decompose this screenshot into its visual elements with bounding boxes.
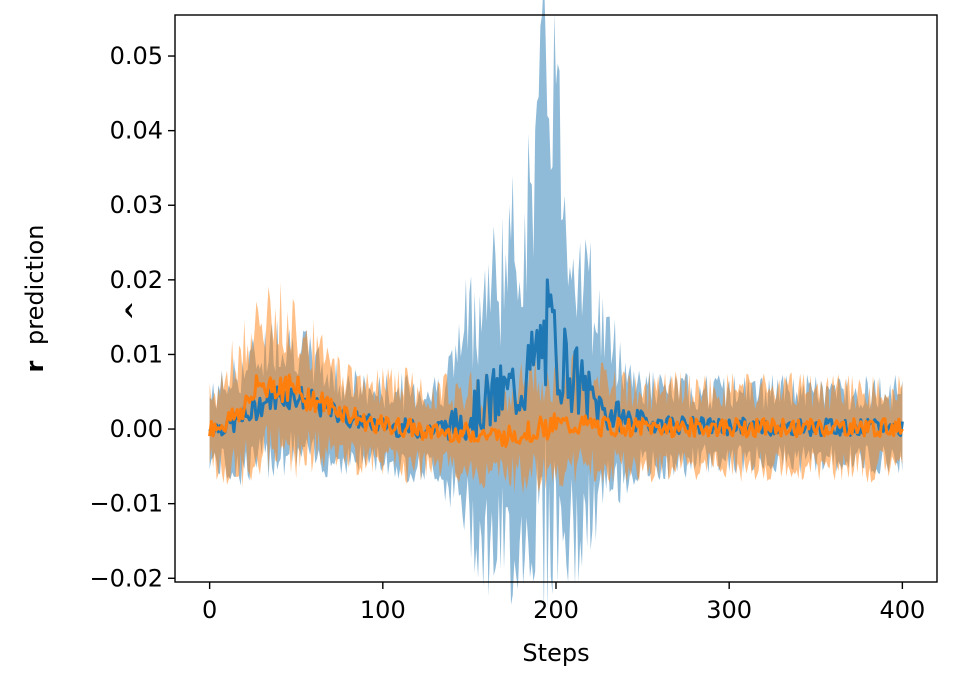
y-tick-label: 0.04 (110, 117, 163, 145)
x-axis-label: Steps (522, 639, 589, 667)
y-axis-ticks: −0.02 −0.01 0.00 0.01 0.02 0.03 0.04 0.05 (89, 42, 175, 592)
y-tick-label: −0.01 (89, 490, 163, 518)
x-tick-label: 200 (533, 596, 579, 624)
x-tick-label: 300 (706, 596, 752, 624)
y-tick-label: −0.02 (89, 564, 163, 592)
y-tick-label: 0.00 (110, 415, 163, 443)
y-tick-label: 0.03 (110, 191, 163, 219)
svg-text:r prediction: r prediction (21, 225, 49, 373)
series-1-band (209, 0, 903, 615)
y-axis-label-text: prediction (21, 225, 49, 345)
y-axis-label: r prediction ^ (21, 225, 149, 373)
confidence-bands (209, 0, 903, 615)
x-tick-label: 0 (202, 596, 217, 624)
x-axis-ticks: 0 100 200 300 400 (202, 582, 925, 624)
y-axis-label-hat: ^ (121, 300, 149, 320)
y-tick-label: 0.02 (110, 266, 163, 294)
x-tick-label: 100 (360, 596, 406, 624)
series-lines (208, 278, 904, 448)
x-tick-label: 400 (879, 596, 925, 624)
y-tick-label: 0.05 (110, 42, 163, 70)
y-axis-label-symbol: r (21, 360, 49, 372)
series-2-line (208, 373, 904, 448)
y-tick-label: 0.01 (110, 340, 163, 368)
